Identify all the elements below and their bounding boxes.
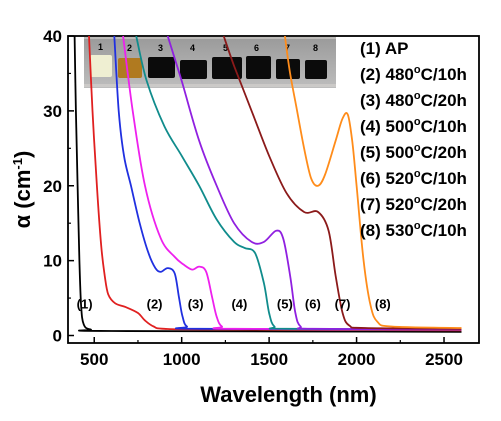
legend-entry-8: (8) 530oC/10h xyxy=(360,220,467,240)
sample-3-swatch xyxy=(148,57,175,78)
svg-text:1: 1 xyxy=(98,42,103,52)
svg-text:4: 4 xyxy=(190,43,195,53)
series-line-3 xyxy=(113,36,462,331)
sample-8-swatch xyxy=(305,60,327,79)
y-tick-label: 10 xyxy=(43,252,62,271)
legend-entry-5: (5) 500oC/20h xyxy=(360,142,467,162)
x-tick-label: 500 xyxy=(80,350,108,369)
legend-entry-1: (1) AP xyxy=(360,39,409,58)
x-axis-title: Wavelength (nm) xyxy=(200,382,376,407)
svg-text:3: 3 xyxy=(158,43,163,53)
svg-text:2: 2 xyxy=(127,43,132,53)
sample-5-swatch xyxy=(212,57,242,79)
curve-label-3: (3) xyxy=(188,297,204,312)
series-line-7 xyxy=(222,36,462,330)
y-tick-label: 40 xyxy=(43,27,62,46)
series-layer xyxy=(73,36,462,333)
x-tick-label: 1000 xyxy=(163,350,201,369)
sample-7-swatch xyxy=(276,59,300,79)
x-tick-label: 1500 xyxy=(250,350,288,369)
svg-text:8: 8 xyxy=(313,43,318,53)
plot-frame xyxy=(67,35,480,344)
curve-label-5: (5) xyxy=(277,297,293,312)
series-line-8 xyxy=(284,36,462,329)
sample-2-swatch xyxy=(118,58,142,78)
series-line-5 xyxy=(135,36,462,331)
legend-entry-7: (7) 520oC/20h xyxy=(360,194,467,214)
sample-photo-inset: 1 2 3 4 5 6 7 8 xyxy=(84,37,336,88)
curve-label-4: (4) xyxy=(231,297,247,312)
curve-label-6: (6) xyxy=(305,297,321,312)
axes-layer: 500 1000 1500 2000 2500 0 10 20 30 40 Wavelength (… xyxy=(10,27,467,407)
curve-label-1: (1) xyxy=(77,297,93,312)
curve-label-8: (8) xyxy=(375,297,391,312)
x-tick-label: 2500 xyxy=(425,350,463,369)
y-tick-label: 30 xyxy=(43,102,62,121)
x-tick-label: 2000 xyxy=(338,350,376,369)
sample-4-swatch xyxy=(180,60,207,79)
series-line-1 xyxy=(73,36,462,333)
legend-entry-4: (4) 500oC/10h xyxy=(360,116,467,136)
svg-text:5: 5 xyxy=(223,43,228,53)
svg-text:7: 7 xyxy=(285,43,290,53)
series-line-6 xyxy=(166,36,462,331)
sample-6-swatch xyxy=(246,56,271,79)
y-axis-title: α (cm-1) xyxy=(10,151,35,229)
curve-label-7: (7) xyxy=(335,297,351,312)
legend-entry-6: (6) 520oC/10h xyxy=(360,168,467,188)
legend-entry-3: (3) 480oC/20h xyxy=(360,90,467,110)
svg-text:6: 6 xyxy=(254,43,259,53)
sample-1-swatch xyxy=(90,55,112,77)
y-tick-label: 0 xyxy=(53,327,62,346)
legend-entry-2: (2) 480oC/10h xyxy=(360,64,467,84)
curve-label-2: (2) xyxy=(147,297,163,312)
y-tick-label: 20 xyxy=(43,177,62,196)
series-line-4 xyxy=(122,36,462,331)
